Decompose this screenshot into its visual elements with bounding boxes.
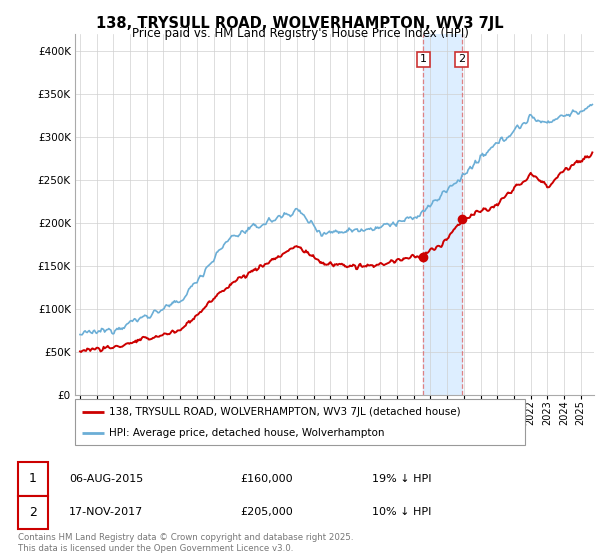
Text: 1: 1 (29, 472, 37, 486)
Text: 138, TRYSULL ROAD, WOLVERHAMPTON, WV3 7JL (detached house): 138, TRYSULL ROAD, WOLVERHAMPTON, WV3 7J… (109, 407, 460, 417)
Text: 06-AUG-2015: 06-AUG-2015 (69, 474, 143, 484)
Text: 17-NOV-2017: 17-NOV-2017 (69, 507, 143, 517)
Text: 138, TRYSULL ROAD, WOLVERHAMPTON, WV3 7JL: 138, TRYSULL ROAD, WOLVERHAMPTON, WV3 7J… (96, 16, 504, 31)
Text: 10% ↓ HPI: 10% ↓ HPI (372, 507, 431, 517)
Text: 19% ↓ HPI: 19% ↓ HPI (372, 474, 431, 484)
Bar (424, 34, 462, 395)
Text: £160,000: £160,000 (240, 474, 293, 484)
Text: Price paid vs. HM Land Registry's House Price Index (HPI): Price paid vs. HM Land Registry's House … (131, 27, 469, 40)
Text: 2: 2 (458, 54, 466, 64)
FancyBboxPatch shape (75, 399, 525, 445)
Text: HPI: Average price, detached house, Wolverhampton: HPI: Average price, detached house, Wolv… (109, 428, 384, 438)
Text: Contains HM Land Registry data © Crown copyright and database right 2025.
This d: Contains HM Land Registry data © Crown c… (18, 533, 353, 553)
Text: 1: 1 (420, 54, 427, 64)
Text: 2: 2 (29, 506, 37, 519)
Text: £205,000: £205,000 (240, 507, 293, 517)
